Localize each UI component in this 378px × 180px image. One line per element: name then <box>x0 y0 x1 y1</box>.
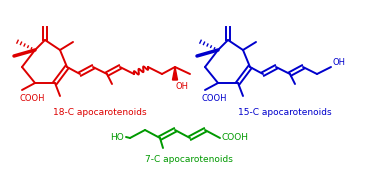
Text: COOH: COOH <box>222 132 249 141</box>
Text: OH: OH <box>176 82 189 91</box>
Text: COOH: COOH <box>202 93 228 102</box>
Text: 15-C apocarotenoids: 15-C apocarotenoids <box>238 107 332 116</box>
Polygon shape <box>172 67 178 80</box>
Text: HO: HO <box>110 132 124 141</box>
Text: 18-C apocarotenoids: 18-C apocarotenoids <box>53 107 147 116</box>
Text: OH: OH <box>333 57 346 66</box>
Text: 7-C apocarotenoids: 7-C apocarotenoids <box>145 156 233 165</box>
Text: COOH: COOH <box>19 93 45 102</box>
